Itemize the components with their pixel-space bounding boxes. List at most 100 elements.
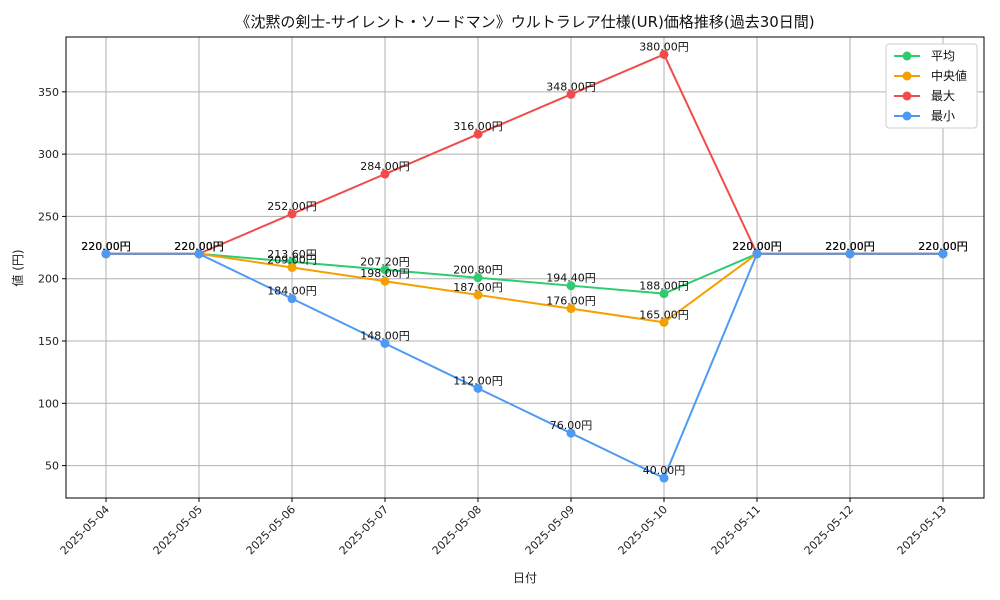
data-label: 220.00円 — [174, 240, 224, 253]
x-tick-label: 2025-05-13 — [895, 503, 949, 557]
chart-title: 《沈黙の剣士-サイレント・ソードマン》ウルトラレア仕様(UR)価格推移(過去30… — [235, 13, 814, 31]
data-label: 112.00円 — [453, 374, 503, 387]
legend-marker — [902, 71, 912, 81]
data-label: 220.00円 — [825, 240, 875, 253]
data-label: 184.00円 — [267, 285, 317, 298]
axis-ticks: 50 100 150 200 250 300 350 2025-05-04 2025-05-05… — [38, 86, 949, 558]
data-label: 220.00円 — [918, 240, 968, 253]
data-label: 220.00円 — [81, 240, 131, 253]
legend-label: 最小 — [931, 109, 955, 123]
data-label: 220.00円 — [81, 240, 131, 253]
data-label: 220.00円 — [825, 240, 875, 253]
data-labels: 220.00円 220.00円 213.60円 207.20円 200.80円 194.4… — [81, 40, 968, 477]
data-label: 220.00円 — [174, 240, 224, 253]
legend-marker — [902, 51, 912, 61]
data-label: 316.00円 — [453, 120, 503, 133]
data-point — [287, 209, 297, 219]
data-point — [287, 263, 297, 272]
data-point — [938, 249, 948, 259]
plot-frame — [65, 36, 985, 499]
legend-label: 最大 — [931, 89, 955, 103]
y-tick-label: 150 — [38, 335, 59, 348]
x-tick-label: 2025-05-12 — [802, 503, 856, 557]
data-point — [473, 290, 483, 300]
data-point — [659, 289, 669, 299]
data-label: 194.40円 — [546, 272, 596, 285]
data-point — [473, 383, 483, 393]
series-layer — [101, 49, 948, 483]
data-label: 348.00円 — [546, 80, 596, 93]
y-tick-label: 50 — [45, 460, 59, 473]
x-axis-label: 日付 — [513, 571, 537, 585]
data-point — [380, 276, 390, 286]
data-label: 165.00円 — [639, 308, 689, 321]
legend-label: 平均 — [931, 49, 955, 63]
data-label: 220.00円 — [81, 240, 131, 253]
data-label: 220.00円 — [174, 240, 224, 253]
data-label: 380.00円 — [639, 40, 689, 53]
data-label: 220.00円 — [825, 240, 875, 253]
data-label: 220.00円 — [825, 240, 875, 253]
data-label: 76.00円 — [550, 419, 593, 432]
data-point — [566, 428, 576, 438]
data-point — [194, 249, 204, 259]
x-tick-label: 2025-05-07 — [337, 503, 391, 557]
data-label: 220.00円 — [918, 240, 968, 253]
data-label: 187.00円 — [453, 281, 503, 294]
y-tick-label: 100 — [38, 397, 59, 410]
data-point — [380, 169, 390, 179]
data-label: 213.60円 — [267, 248, 317, 261]
data-point — [659, 473, 669, 483]
data-label: 188.00円 — [639, 280, 689, 293]
series-line — [106, 252, 943, 324]
y-tick-label: 350 — [38, 86, 59, 99]
series-3 — [101, 249, 948, 483]
data-label: 220.00円 — [732, 240, 782, 253]
data-label: 220.00円 — [732, 240, 782, 253]
data-label: 284.00円 — [360, 160, 410, 173]
data-point — [380, 265, 390, 275]
y-tick-label: 200 — [38, 273, 59, 286]
y-tick-label: 250 — [38, 210, 59, 223]
grid — [66, 37, 984, 498]
data-label: 40.00円 — [643, 464, 686, 477]
data-point — [101, 249, 111, 259]
x-tick-label: 2025-05-04 — [58, 503, 112, 557]
data-label: 252.00円 — [267, 200, 317, 213]
x-tick-label: 2025-05-05 — [151, 503, 205, 557]
data-point — [845, 249, 855, 259]
y-tick-label: 300 — [38, 148, 59, 161]
data-point — [659, 317, 669, 327]
data-point — [659, 49, 669, 59]
series-line — [106, 252, 943, 480]
data-label: 207.20円 — [360, 256, 410, 269]
legend-label: 中央値 — [931, 68, 967, 83]
x-tick-label: 2025-05-06 — [244, 503, 298, 557]
x-tick-label: 2025-05-08 — [430, 503, 484, 557]
data-point — [566, 304, 576, 314]
x-tick-label: 2025-05-11 — [709, 503, 763, 557]
data-label: 220.00円 — [81, 240, 131, 253]
data-point — [380, 339, 390, 349]
legend-marker — [902, 111, 912, 121]
data-label: 209.00円 — [267, 254, 317, 267]
data-label: 200.80円 — [453, 264, 503, 277]
legend-box — [885, 43, 978, 129]
data-point — [566, 281, 576, 291]
data-label: 220.00円 — [918, 240, 968, 253]
series-1 — [101, 249, 948, 327]
data-label: 148.00円 — [360, 330, 410, 343]
x-tick-label: 2025-05-10 — [616, 503, 670, 557]
data-point — [473, 129, 483, 139]
series-0 — [101, 249, 948, 299]
data-point — [566, 89, 576, 99]
series-line — [106, 252, 943, 295]
data-point — [752, 249, 762, 259]
x-tick-label: 2025-05-09 — [523, 503, 577, 557]
data-point — [473, 273, 483, 283]
y-axis-label: 値 (円) — [10, 249, 25, 286]
data-label: 220.00円 — [732, 240, 782, 253]
data-label: 176.00円 — [546, 295, 596, 308]
